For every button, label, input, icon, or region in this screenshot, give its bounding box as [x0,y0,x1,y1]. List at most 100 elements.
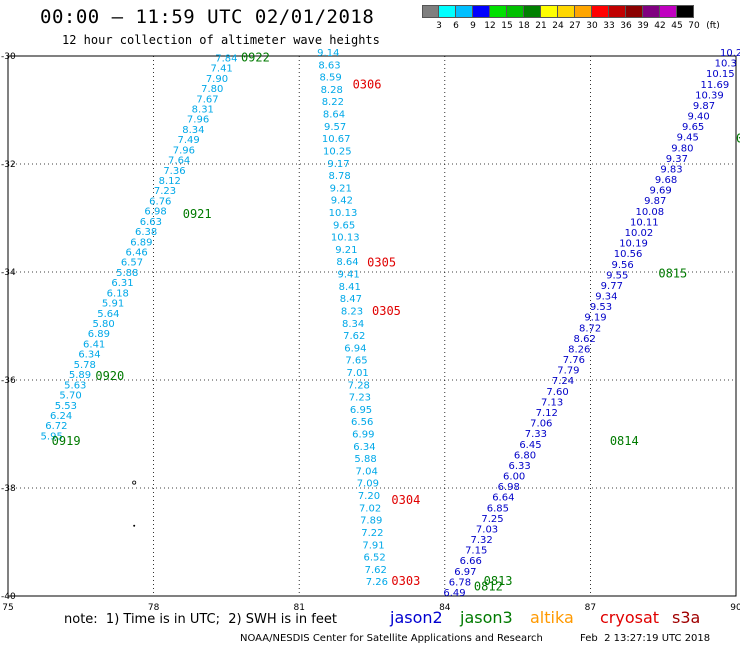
wave-height-point: 7.84 [215,53,237,64]
wave-height-point: 9.17 [327,159,349,170]
wave-height-point: 5.78 [74,360,96,371]
wave-height-point: 7.64 [168,156,190,167]
color-scale-label: (ft) [706,21,720,31]
color-scale-label: 6 [453,21,459,31]
time-label: 0305 [367,256,396,270]
wave-height-point: 6.98 [498,482,520,493]
wave-height-point: 9.83 [660,164,682,175]
color-scale-label: 3 [436,21,442,31]
wave-height-point: 6.94 [344,343,366,354]
wave-height-point: 6.64 [492,493,514,504]
time-label: 0920 [95,369,124,383]
wave-height-point: 9.40 [687,112,709,123]
time-label: 0921 [183,207,212,221]
wave-height-point: 6.45 [519,440,541,451]
wave-height-point: 7.23 [154,186,176,197]
page-title: 00:00 – 11:59 UTC 02/01/2018 [40,6,375,28]
color-scale-label: 21 [535,21,547,31]
wave-height-point: 5.88 [354,454,376,465]
wave-height-point: 9.41 [338,270,360,281]
wave-height-point: 9.56 [612,260,634,271]
wave-height-point: 8.34 [342,319,364,330]
island-marker [132,480,137,485]
wave-height-point: 8.64 [336,257,358,268]
wave-height-point: 8.64 [323,110,345,121]
color-swatch [660,5,677,18]
wave-height-point: 5.70 [59,391,81,402]
wave-height-point: 10.02 [625,228,654,239]
wave-height-point: 5.89 [69,370,91,381]
wave-height-point: 7.41 [211,64,233,75]
wave-height-point: 7.90 [206,74,228,85]
legend-altika: altika [530,608,574,627]
color-scale-label: 9 [470,21,476,31]
wave-height-point: 7.09 [357,479,379,490]
wave-height-point: 8.62 [574,334,596,345]
wave-height-point: 8.31 [192,104,214,115]
color-scale [422,5,694,18]
time-label: 0919 [52,434,81,448]
wave-height-point: 6.89 [88,329,110,340]
wave-height-point: 10.19 [619,239,648,250]
time-label: 0303 [391,574,420,588]
wave-height-point: 7.62 [365,565,387,576]
wave-height-point: 7.49 [177,135,199,146]
wave-height-point: 6.72 [45,421,67,432]
wave-height-point: 7.96 [173,145,195,156]
wave-height-point: 8.41 [339,282,361,293]
wave-height-point: 7.03 [476,524,498,535]
wave-height-point: 11.69 [701,80,730,91]
color-scale-label: 33 [603,21,615,31]
wave-height-point: 8.26 [568,344,590,355]
time-label: 0305 [372,304,401,318]
wave-height-point: 7.33 [525,429,547,440]
color-scale-label: 36 [620,21,632,31]
wave-height-point: 8.22 [322,97,344,108]
x-tick-label: 75 [2,603,13,613]
color-scale-label: 45 [671,21,683,31]
wave-height-point: 6.98 [144,207,166,218]
wave-height-point: 5.95 [41,431,63,442]
color-swatch [558,5,575,18]
color-swatch [643,5,660,18]
wave-height-point: 7.12 [536,408,558,419]
wave-height-point: 10.11 [630,217,659,228]
x-tick-label: 84 [439,603,451,613]
wave-height-point: 7.91 [362,540,384,551]
wave-height-point: 5.63 [64,380,86,391]
wave-height-point: 9.87 [644,196,666,207]
wave-height-point: 9.53 [590,302,612,313]
wave-height-point: 7.13 [541,397,563,408]
wave-height-point: 7.15 [465,546,487,557]
wave-height-point: 6.38 [135,227,157,238]
island-marker [133,524,136,527]
color-swatch [507,5,524,18]
legend-jason3: jason3 [460,608,513,627]
wave-height-point: 6.56 [351,417,373,428]
wave-height-point: 7.25 [481,514,503,525]
wave-height-point: 7.24 [552,376,574,387]
wave-height-point: 8.23 [341,306,363,317]
wave-height-point: 7.36 [163,166,185,177]
x-tick-label: 90 [730,603,740,613]
color-scale-label: 18 [518,21,530,31]
wave-height-point: 6.78 [449,577,471,588]
wave-height-point: 7.80 [201,84,223,95]
wave-height-point: 8.72 [579,323,601,334]
x-tick-label: 81 [293,603,304,613]
wave-height-point: 8.78 [328,171,350,182]
wave-height-point: 10.15 [706,69,735,80]
wave-height-point: 10.25 [323,146,352,157]
time-label: 0812 [474,580,503,594]
wave-height-point: 10.13 [331,233,360,244]
page-subtitle: 12 hour collection of altimeter wave hei… [62,33,380,47]
wave-height-point: 7.02 [359,503,381,514]
legend-cryosat: cryosat [600,608,660,627]
color-swatch [626,5,643,18]
time-label: 0306 [353,77,382,91]
footer-credit: NOAA/NESDIS Center for Satellite Applica… [240,633,543,644]
color-swatch [490,5,507,18]
wave-height-point: 6.49 [443,588,465,599]
color-scale-label: 24 [552,21,564,31]
wave-height-point: 7.28 [348,380,370,391]
